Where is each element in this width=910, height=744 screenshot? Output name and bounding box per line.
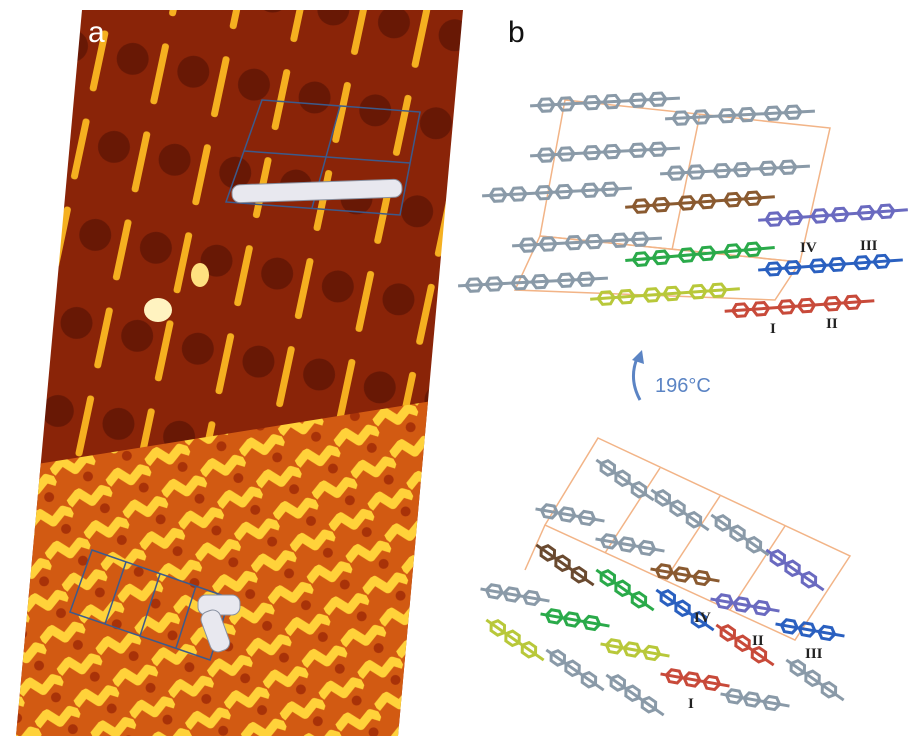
molecule-label: III — [860, 238, 878, 254]
panel-label: a — [88, 16, 105, 49]
temperature-annotation: 196°C — [655, 375, 711, 397]
molecule-label: IV — [694, 610, 711, 626]
molecule-label: II — [826, 316, 838, 332]
stm-image — [0, 0, 470, 744]
upper-structure: I II III IV — [458, 92, 908, 337]
lower-structure: I II III IV — [479, 438, 850, 720]
panel-label: b — [508, 16, 525, 49]
figure: a b I II III IV 196°C — [0, 0, 910, 744]
molecule-label: IV — [800, 240, 817, 256]
molecule-label: II — [752, 633, 764, 649]
unit-cell — [525, 438, 850, 640]
molecule-label: I — [770, 321, 776, 337]
unit-cell — [515, 100, 830, 300]
molecule-label: III — [805, 646, 823, 662]
transition: 196°C — [632, 350, 711, 400]
molecule-label: I — [688, 696, 694, 712]
